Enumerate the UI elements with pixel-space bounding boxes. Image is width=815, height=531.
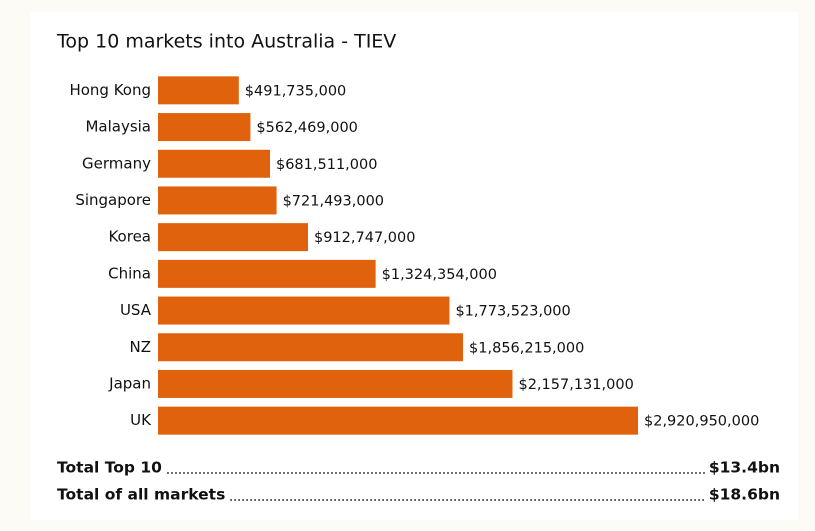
value-label: $2,157,131,000	[518, 377, 633, 393]
category-label: USA	[120, 301, 152, 319]
value-label: $721,493,000	[283, 193, 384, 209]
category-label: Japan	[108, 374, 151, 392]
value-label: $1,324,354,000	[382, 267, 497, 283]
total-value: $18.6bn	[709, 486, 780, 504]
value-label: $912,747,000	[314, 230, 415, 246]
total-label: Total of all markets	[57, 486, 225, 504]
value-label: $2,920,950,000	[644, 414, 759, 430]
value-label: $491,735,000	[245, 83, 346, 99]
value-label: $1,773,523,000	[455, 304, 570, 320]
bar	[158, 259, 376, 288]
category-label: Singapore	[75, 191, 151, 209]
bar	[158, 296, 450, 325]
value-label: $1,856,215,000	[469, 340, 584, 356]
category-label: Korea	[108, 228, 151, 246]
total-value: $13.4bn	[709, 459, 780, 477]
total-label: Total Top 10	[57, 459, 162, 477]
bar	[158, 406, 639, 435]
bar	[158, 369, 513, 398]
category-label: China	[108, 264, 151, 282]
category-label: Germany	[82, 154, 151, 172]
value-label: $562,469,000	[256, 120, 357, 136]
bar	[158, 223, 308, 252]
bar	[158, 149, 270, 178]
bar	[158, 76, 239, 105]
bar	[158, 113, 251, 142]
bar	[158, 186, 277, 215]
chart-title: Top 10 markets into Australia - TIEV	[56, 31, 396, 53]
category-label: Hong Kong	[69, 81, 151, 99]
category-label: Malaysia	[85, 118, 151, 136]
category-label: NZ	[130, 338, 152, 356]
bar	[158, 333, 464, 362]
category-label: UK	[130, 411, 152, 429]
value-label: $681,511,000	[276, 157, 377, 173]
